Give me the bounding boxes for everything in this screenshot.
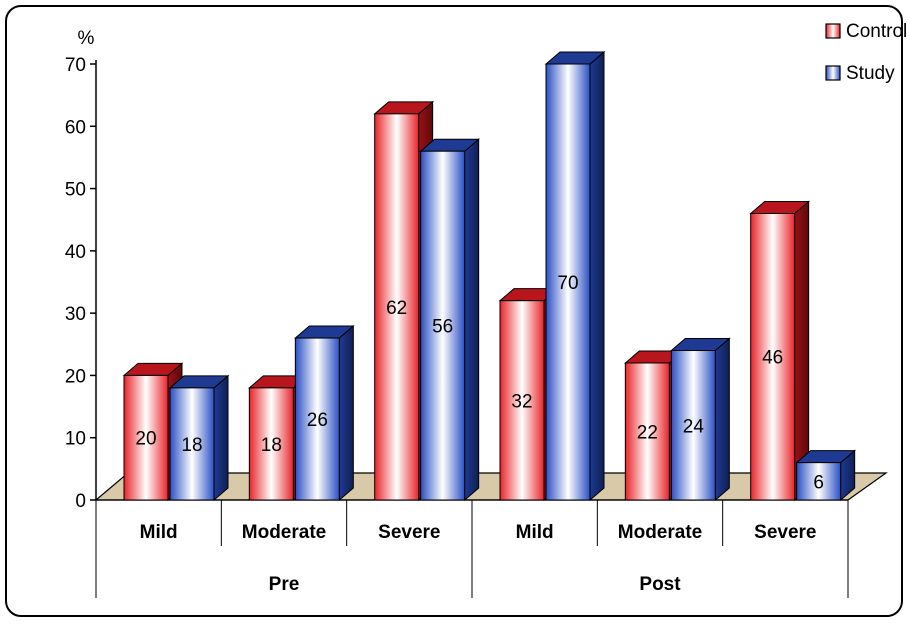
legend-label: Study [846,63,895,84]
bar-study [669,337,731,502]
bar-study [795,449,857,502]
bar-front-face [670,350,716,501]
bar-value-label: 26 [307,410,328,431]
x-category-label: Moderate [618,522,702,543]
bar-side-face [464,138,480,502]
legend-label: Control [846,21,907,42]
x-category-label: Severe [378,522,440,543]
bar-front-face [796,462,842,501]
bar-front-face [499,300,545,501]
bar-value-label: 24 [683,416,705,437]
bar-value-label: 62 [386,298,407,319]
bar-side-face [714,337,730,502]
bar-side-face [338,324,354,502]
bar-front-face [294,337,340,501]
x-category-label: Moderate [242,522,326,543]
bar-front-face [750,212,796,501]
bar-front-face [545,63,591,501]
x-category-label: Mild [516,522,554,543]
bar-front-face [374,113,420,501]
bar-value-label: 6 [813,472,824,493]
bar-side-face [589,50,605,502]
bar-front-face [420,150,466,501]
y-tick-label: 20 [65,366,86,387]
bar-side-face [213,374,229,502]
bar-front-face [169,387,215,501]
bar-value-label: 32 [511,391,532,412]
legend-item-control: Control [825,21,907,42]
bar-value-label: 18 [261,435,282,456]
bar-value-label: 46 [762,348,783,369]
y-tick-label: 50 [65,180,86,201]
y-tick-label: 30 [65,304,86,325]
bar-value-label: 22 [637,422,658,443]
x-group-label: Post [639,574,681,595]
x-category-label: Severe [754,522,816,543]
bar-value-label: 18 [181,435,202,456]
bar-front-face [624,362,670,501]
bar-control [749,200,811,502]
bar-study [293,324,355,502]
bar-study [168,374,230,502]
bar-value-label: 70 [557,273,578,294]
bar-value-label: 56 [432,317,453,338]
y-tick-label: 10 [65,429,86,450]
legend-item-study: Study [825,63,895,84]
bar-study [419,138,481,502]
bar-front-face [248,387,294,501]
bar-study [544,50,606,502]
bar-value-label: 20 [135,429,156,450]
y-tick-label: 40 [65,242,86,263]
legend-swatch [825,23,841,39]
legend-swatch [825,65,841,81]
y-tick-label: 70 [65,55,86,76]
y-axis-title: % [78,28,95,49]
y-tick-label: 60 [65,117,86,138]
x-group-label: Pre [269,574,300,595]
bar-front-face [123,374,169,501]
y-tick-label: 0 [75,491,86,512]
x-category-label: Mild [140,522,178,543]
